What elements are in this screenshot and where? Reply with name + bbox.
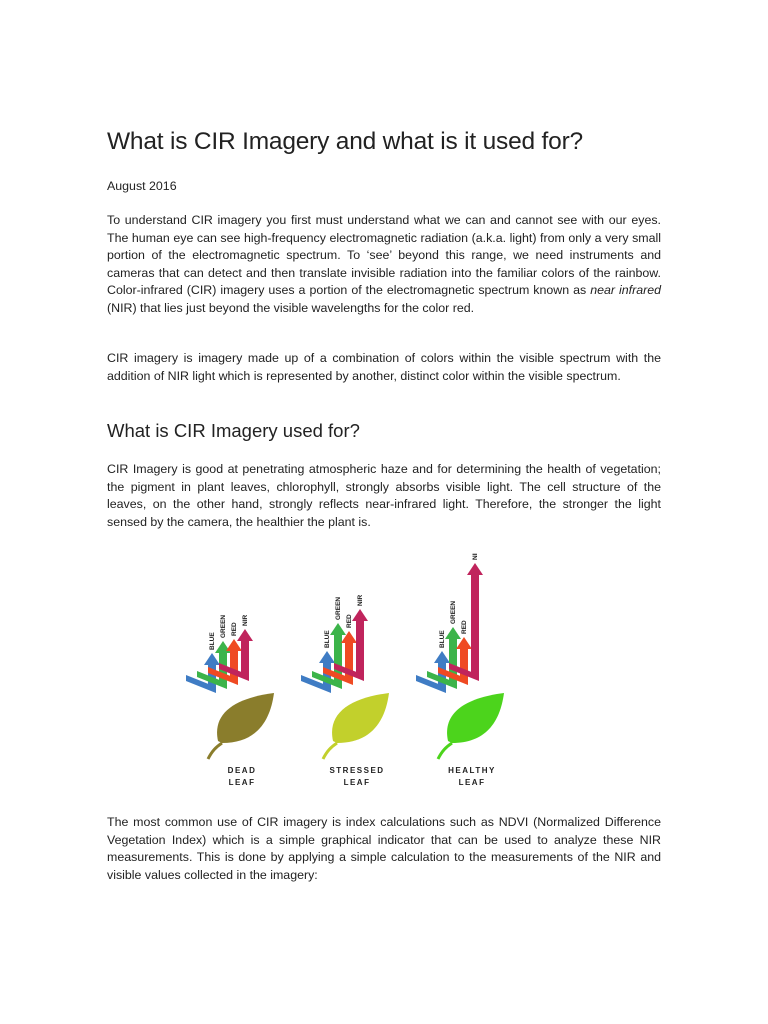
title: What is CIR Imagery and what is it used … <box>107 128 583 155</box>
arrow-base <box>438 667 468 685</box>
arrow-base <box>312 671 342 689</box>
figure-panel: BLUE GREEN RED NIR STRESSED LEAF <box>301 595 389 787</box>
leaf-label: HEALTHY <box>448 766 496 775</box>
heading: What is CIR Imagery used for? <box>107 420 360 441</box>
arrow-head <box>434 651 450 663</box>
arrow-head <box>352 609 368 621</box>
leaf-stem <box>206 741 223 760</box>
arrow-shaft <box>241 639 249 675</box>
arrow-head <box>204 653 220 665</box>
paragraph: To understand CIR imagery you first must… <box>107 212 661 317</box>
leaf-label: DEAD <box>228 766 257 775</box>
arrow-shaft <box>471 573 479 675</box>
figure-panel: BLUE GREEN RED NIR HEALTHY LEAF <box>416 553 504 787</box>
arrow-head <box>226 639 242 651</box>
arrow-head <box>445 627 461 639</box>
arrow-head <box>456 637 472 649</box>
arrow-base <box>334 663 364 681</box>
arrow-head <box>467 563 483 575</box>
paragraph: CIR imagery is imagery made up of a comb… <box>107 351 661 383</box>
arrow-head <box>215 641 231 653</box>
arrow-base <box>186 675 216 693</box>
leaf-stem <box>321 741 338 760</box>
arrow-shaft <box>334 633 342 683</box>
arrow-label: GREEN <box>220 615 227 638</box>
arrow-label: NIR <box>472 553 479 560</box>
arrow-base <box>323 667 353 685</box>
arrow-label: GREEN <box>450 601 457 624</box>
text: To understand CIR imagery you first must… <box>107 213 661 297</box>
arrow-shaft <box>208 663 216 687</box>
arrow-head <box>330 623 346 635</box>
arrow-head <box>341 631 357 643</box>
arrow-label: RED <box>346 614 353 628</box>
arrow-base <box>427 671 457 689</box>
arrow-shaft <box>345 641 353 679</box>
arrow-label: RED <box>461 620 468 634</box>
arrow-label: BLUE <box>209 632 216 650</box>
figure: BLUE GREEN RED NIR DEAD LEAF BLUE GREEN RED NIR ST… <box>186 553 504 787</box>
date: August 2016 <box>107 179 177 193</box>
arrow-label: NIR <box>357 595 364 607</box>
leaf-stem <box>436 741 453 760</box>
arrow-shaft <box>356 619 364 675</box>
arrow-base <box>449 663 479 681</box>
leaf-label: LEAF <box>344 778 371 787</box>
leaf-label: LEAF <box>229 778 256 787</box>
arrow-shaft <box>230 649 238 679</box>
arrow-head <box>319 651 335 663</box>
leaf <box>447 693 504 743</box>
paragraph: CIR Imagery is good at penetrating atmos… <box>107 462 661 529</box>
arrow-base <box>208 667 238 685</box>
arrow-label: BLUE <box>439 630 446 648</box>
arrow-label: RED <box>231 622 238 636</box>
figure-panel: BLUE GREEN RED NIR DEAD LEAF <box>186 615 274 787</box>
paragraph: The most common use of CIR imagery is in… <box>107 815 661 882</box>
arrow-base <box>301 675 331 693</box>
arrow-base <box>219 663 249 681</box>
arrow-shaft <box>460 647 468 679</box>
leaf-label: LEAF <box>459 778 486 787</box>
arrow-shaft <box>449 637 457 683</box>
arrow-base <box>416 675 446 693</box>
leaf <box>217 693 274 743</box>
leaf <box>332 693 389 743</box>
italic-text: near infrared <box>590 283 661 297</box>
arrow-label: GREEN <box>335 597 342 620</box>
leaf-label: STRESSED <box>329 766 384 775</box>
arrow-label: NIR <box>242 615 249 627</box>
arrow-label: BLUE <box>324 630 331 648</box>
arrow-head <box>237 629 253 641</box>
arrow-base <box>197 671 227 689</box>
text: (NIR) that lies just beyond the visible … <box>107 300 475 315</box>
